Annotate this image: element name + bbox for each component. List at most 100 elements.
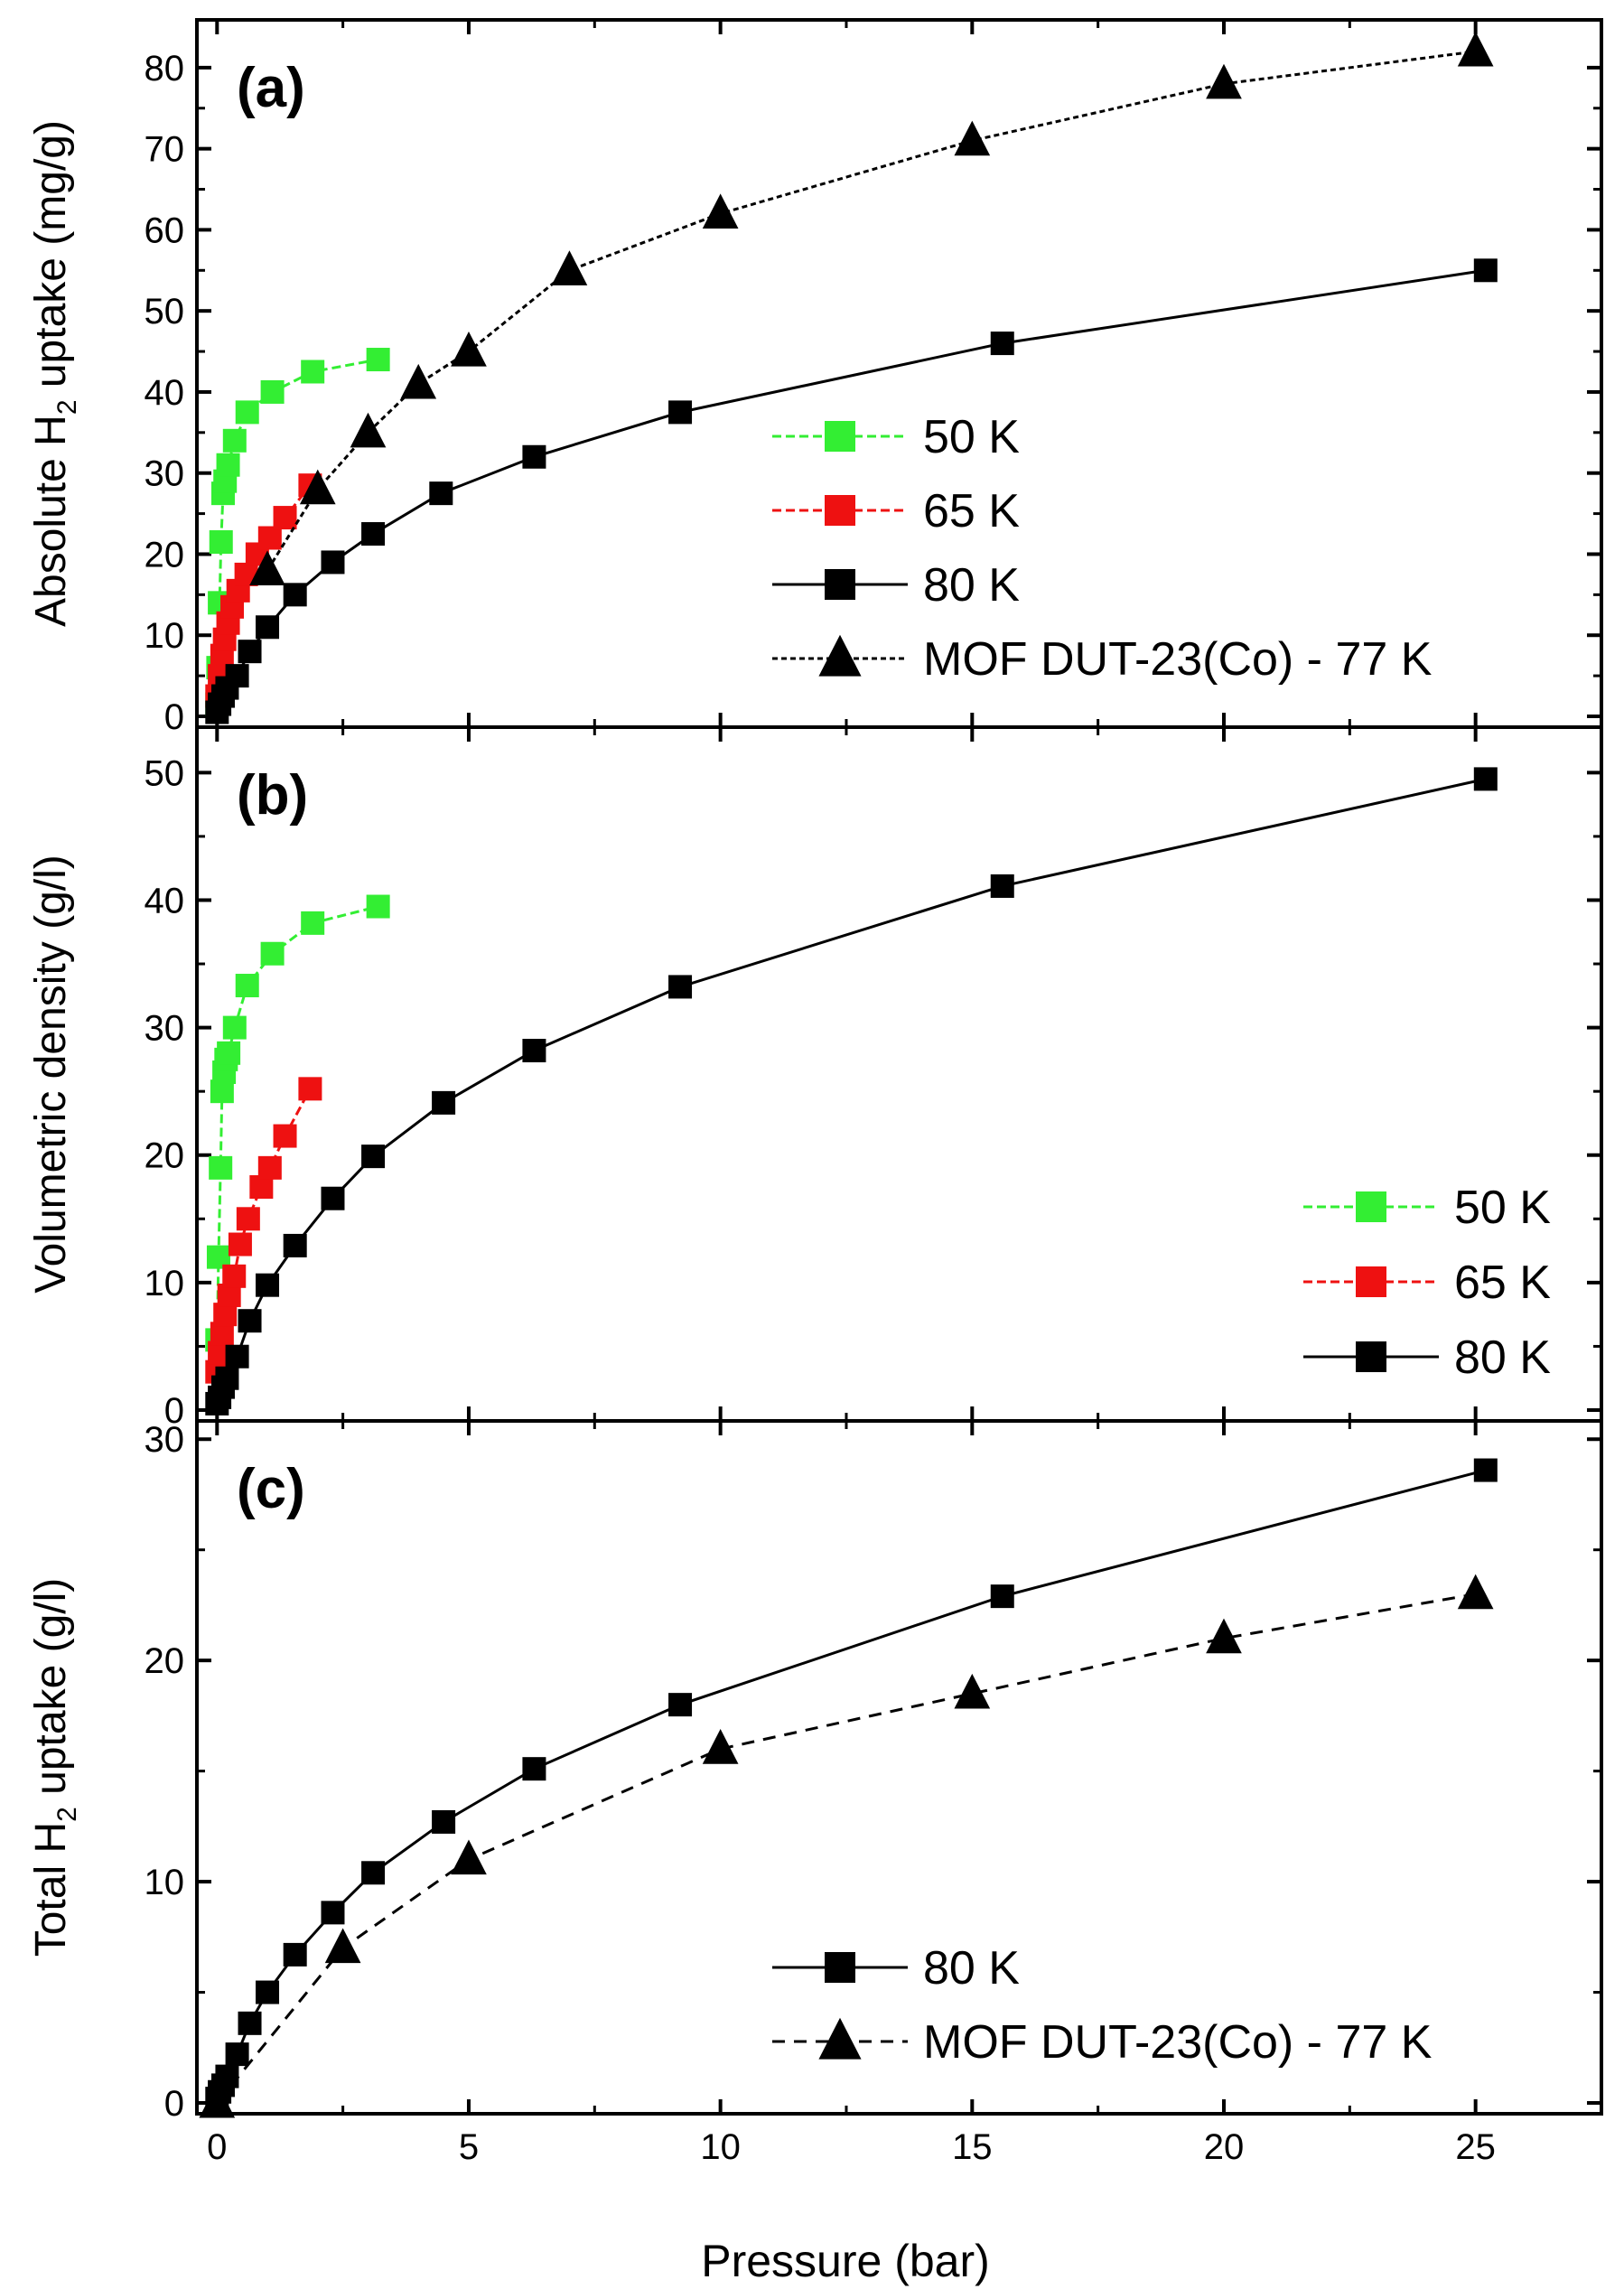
data-point [199,2082,236,2118]
data-point [222,428,247,453]
panel-1: 0 10 20 30 40 50 60 70 80 (a) Absolute H2 uptake (… [27,18,1603,737]
data-point [522,1757,546,1781]
y-axis-label-part: uptake (mg/g) [27,120,75,399]
y-tick-label: 20 [145,1136,185,1176]
plot-frame [195,725,1603,1423]
y-tick-label: 30 [145,1009,185,1049]
legend-label: 80 K [923,1942,1020,1995]
data-point [260,941,285,966]
data-point [366,894,390,919]
data-point [361,1144,386,1169]
panel-2: 0 10 20 30 40 50 (b) Volumetric density (g/l) 50… [27,725,1603,1431]
x-tick-label: 10 [700,2127,741,2167]
series-80-k [205,258,1498,724]
y-tick-label: 20 [145,535,185,575]
legend-label: MOF DUT-23(Co) - 77 K [923,633,1433,686]
data-point [225,1344,249,1369]
data-point [990,332,1014,356]
data-point [256,1980,280,2004]
y-tick-label: 50 [145,753,185,793]
data-point [301,360,325,384]
data-point [1473,767,1498,791]
data-point [668,1693,693,1717]
series-mof-dut-23-co-77-k [199,1574,1494,2118]
data-point [228,1232,252,1257]
plot-frame [195,1419,1603,2116]
data-point [1206,63,1242,99]
x-tick-label: 15 [952,2127,993,2167]
series-65-k [205,1077,322,1384]
data-point [702,1729,739,1764]
legend-label: MOF DUT-23(Co) - 77 K [923,2016,1433,2069]
data-point [257,1155,282,1180]
panel-label: (b) [237,764,308,827]
y-tick-label: 60 [145,210,185,250]
data-point [217,1041,241,1065]
legend: 50 K 65 K 80 K MOF DUT-23(Co) - 77 K [772,411,1433,686]
data-point [1473,1458,1498,1482]
data-point [321,1186,345,1210]
data-point [235,400,259,425]
panel-label: (c) [237,1458,305,1520]
y-tick-label: 80 [145,49,185,89]
data-point [990,1584,1014,1609]
y-axis-label: Total H2 uptake (g/l) [27,1578,82,1957]
legend-label: 65 K [923,485,1020,537]
data-point [216,453,240,477]
data-point [350,412,387,448]
data-point [301,911,325,935]
y-tick-label: 50 [145,292,185,332]
data-point [321,550,345,575]
panel-label: (a) [237,57,305,119]
legend-marker [818,2017,862,2060]
data-point [400,363,437,399]
series-line [266,50,1476,572]
data-point [668,400,693,425]
data-point [238,2011,262,2035]
y-tick-label: 30 [145,1420,185,1460]
legend-marker [825,421,855,452]
data-point [283,1233,307,1257]
data-point [432,1090,456,1115]
data-point [1473,258,1498,283]
x-tick-label: 5 [459,2127,479,2167]
legend-label: 80 K [923,559,1020,612]
data-point [451,331,487,367]
data-point [225,664,249,688]
data-point [702,193,739,229]
data-point [432,1809,456,1834]
x-tick-label: 20 [1204,2127,1245,2167]
data-point [451,1839,487,1875]
y-axis-label: Absolute H2 uptake (mg/g) [27,120,82,627]
data-point [238,640,262,664]
data-point [273,506,297,530]
series-line [215,777,1487,1405]
y-axis-label-part: Total H [27,1822,75,1957]
data-point [429,481,453,506]
data-point [668,975,693,999]
data-point [236,1207,260,1231]
data-point [225,2042,249,2067]
legend-marker [1356,1191,1386,1222]
data-point [283,1942,307,1967]
legend-marker [1356,1341,1386,1372]
y-axis-label: Volumetric density (g/l) [27,855,75,1294]
legend-label: 80 K [1454,1331,1551,1384]
data-point [366,348,390,372]
y-axis-label-part: Volumetric density (g/l) [27,855,75,1294]
data-point [954,1673,991,1709]
data-point [361,1861,386,1885]
data-point [954,120,991,156]
data-point [222,1264,247,1288]
data-point [249,550,285,585]
data-point [256,615,280,640]
legend-label: 50 K [923,411,1020,463]
data-point [522,444,546,469]
data-point [1457,1574,1494,1610]
y-tick-label: 40 [145,373,185,413]
data-point [215,1366,239,1390]
data-point [256,1273,280,1297]
data-point [361,522,386,547]
data-point [260,379,285,404]
